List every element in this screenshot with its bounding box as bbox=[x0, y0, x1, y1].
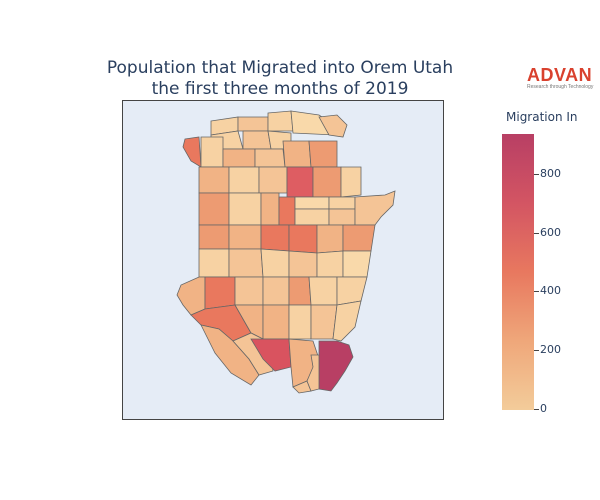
tract[interactable] bbox=[308, 276, 338, 306]
tract[interactable] bbox=[237, 116, 269, 132]
colorbar-tick bbox=[534, 291, 539, 292]
tract[interactable] bbox=[312, 166, 342, 198]
tract[interactable] bbox=[200, 136, 224, 168]
tract[interactable] bbox=[278, 196, 296, 226]
colorbar-tick bbox=[534, 233, 539, 234]
tract[interactable] bbox=[222, 148, 256, 168]
tract[interactable] bbox=[260, 192, 280, 226]
tract[interactable] bbox=[262, 276, 290, 306]
tract[interactable] bbox=[316, 250, 344, 278]
tract[interactable] bbox=[267, 110, 294, 132]
tract[interactable] bbox=[328, 196, 356, 210]
tract[interactable] bbox=[228, 166, 260, 194]
colorbar-tick-label: 0 bbox=[540, 402, 547, 415]
tract[interactable] bbox=[234, 276, 264, 306]
tract[interactable] bbox=[254, 148, 286, 168]
tract[interactable] bbox=[260, 224, 290, 252]
tract[interactable] bbox=[258, 166, 288, 194]
tract[interactable] bbox=[228, 224, 262, 250]
tract[interactable] bbox=[176, 276, 206, 316]
tract[interactable] bbox=[340, 166, 362, 198]
tract[interactable] bbox=[282, 140, 312, 168]
tract[interactable] bbox=[198, 248, 230, 278]
map-frame[interactable] bbox=[122, 100, 444, 420]
logo-wordmark: ADVAN bbox=[527, 65, 593, 85]
colorbar-tick bbox=[534, 174, 539, 175]
tract[interactable] bbox=[242, 130, 272, 150]
chart-title-line-2: the first three months of 2019 bbox=[151, 79, 409, 99]
tract[interactable] bbox=[316, 224, 344, 254]
logo-tagline: Research through Technology bbox=[527, 84, 594, 90]
colorbar-tick-label: 800 bbox=[540, 167, 561, 180]
tract[interactable] bbox=[342, 224, 376, 252]
tract[interactable] bbox=[228, 248, 264, 278]
colorbar-title: Migration In bbox=[506, 110, 578, 124]
tract[interactable] bbox=[182, 136, 202, 168]
colorbar bbox=[502, 134, 534, 410]
tract[interactable] bbox=[294, 208, 330, 226]
tract[interactable] bbox=[318, 114, 348, 138]
tract[interactable] bbox=[354, 190, 396, 226]
colorbar-tick-label: 600 bbox=[540, 226, 561, 239]
tract[interactable] bbox=[336, 276, 368, 306]
tract[interactable] bbox=[294, 196, 330, 210]
tract[interactable] bbox=[328, 208, 356, 226]
tract[interactable] bbox=[288, 250, 318, 278]
tract[interactable] bbox=[308, 140, 338, 168]
tract[interactable] bbox=[260, 248, 290, 278]
chart-title-line-1: Population that Migrated into Orem Utah bbox=[106, 58, 454, 78]
tract[interactable] bbox=[228, 192, 262, 226]
tract[interactable] bbox=[198, 166, 230, 194]
tract[interactable] bbox=[342, 250, 372, 278]
tract[interactable] bbox=[288, 304, 312, 340]
tract[interactable] bbox=[332, 300, 362, 342]
tract[interactable] bbox=[306, 354, 320, 392]
colorbar-tick-label: 400 bbox=[540, 284, 561, 297]
tract[interactable] bbox=[288, 224, 318, 254]
orem-map[interactable] bbox=[123, 101, 445, 421]
tract[interactable] bbox=[262, 304, 290, 340]
chart-title: Population that Migrated into Orem Utah … bbox=[80, 58, 480, 100]
tract[interactable] bbox=[204, 276, 236, 310]
colorbar-tick bbox=[534, 409, 539, 410]
colorbar-tick-label: 200 bbox=[540, 343, 561, 356]
colorbar-tick bbox=[534, 350, 539, 351]
tract[interactable] bbox=[288, 276, 312, 306]
tract[interactable] bbox=[318, 340, 354, 392]
advan-logo: ADVAN Research through Technology bbox=[527, 65, 594, 90]
tract[interactable] bbox=[286, 166, 314, 198]
tract[interactable] bbox=[198, 192, 230, 226]
tract[interactable] bbox=[310, 304, 338, 340]
tract[interactable] bbox=[198, 224, 230, 250]
